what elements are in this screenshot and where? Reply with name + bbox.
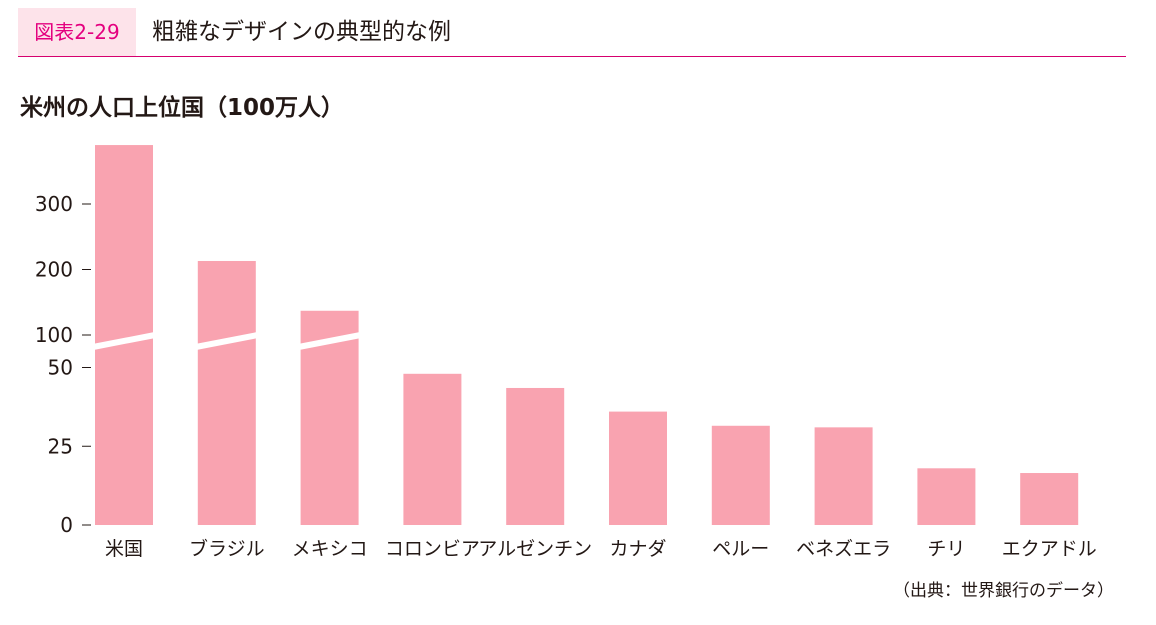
axis-break-mark-2 xyxy=(195,332,259,350)
chart-title: 米州の人口上位国（100万人） xyxy=(20,95,345,121)
header-divider xyxy=(18,56,1126,57)
axis-break-mark-3 xyxy=(298,332,362,350)
x-tick-label-3: メキシコ xyxy=(292,538,368,560)
x-tick-label-10: エクアドル xyxy=(1002,538,1097,560)
y-tick-label-300: 300 xyxy=(35,192,73,216)
x-tick-label-8: ベネズエラ xyxy=(796,538,891,560)
axis-break-mark-1 xyxy=(92,332,156,350)
y-tick-label-25: 25 xyxy=(48,434,73,458)
x-tick-label-4: コロンビア xyxy=(385,538,480,560)
x-tick-label-6: カナダ xyxy=(609,538,666,560)
figure-title: 粗雑なデザインの典型的な例 xyxy=(152,19,451,45)
bar-9 xyxy=(917,468,976,525)
figure-label: 図表2-29 xyxy=(18,8,136,56)
x-tick-label-9: チリ xyxy=(927,538,965,560)
bar-4 xyxy=(403,373,462,525)
y-tick-label-200: 200 xyxy=(35,258,73,282)
bar-6 xyxy=(609,411,667,525)
x-tick-label-7: ペルー xyxy=(712,538,769,560)
y-tick-label-100: 100 xyxy=(35,323,73,347)
source-note: （出典：世界銀行のデータ） xyxy=(893,581,1114,601)
y-tick-label-0: 0 xyxy=(60,513,73,537)
bar-5 xyxy=(506,387,565,525)
bar-8 xyxy=(814,427,873,525)
x-tick-label-5: アルゼンチン xyxy=(478,538,592,560)
y-tick-label-50: 50 xyxy=(48,356,73,380)
bar-2 xyxy=(197,260,256,525)
bar-7 xyxy=(711,425,770,525)
x-tick-label-1: 米国 xyxy=(105,538,143,560)
bar-10 xyxy=(1020,473,1079,525)
x-tick-label-2: ブラジル xyxy=(189,537,265,560)
